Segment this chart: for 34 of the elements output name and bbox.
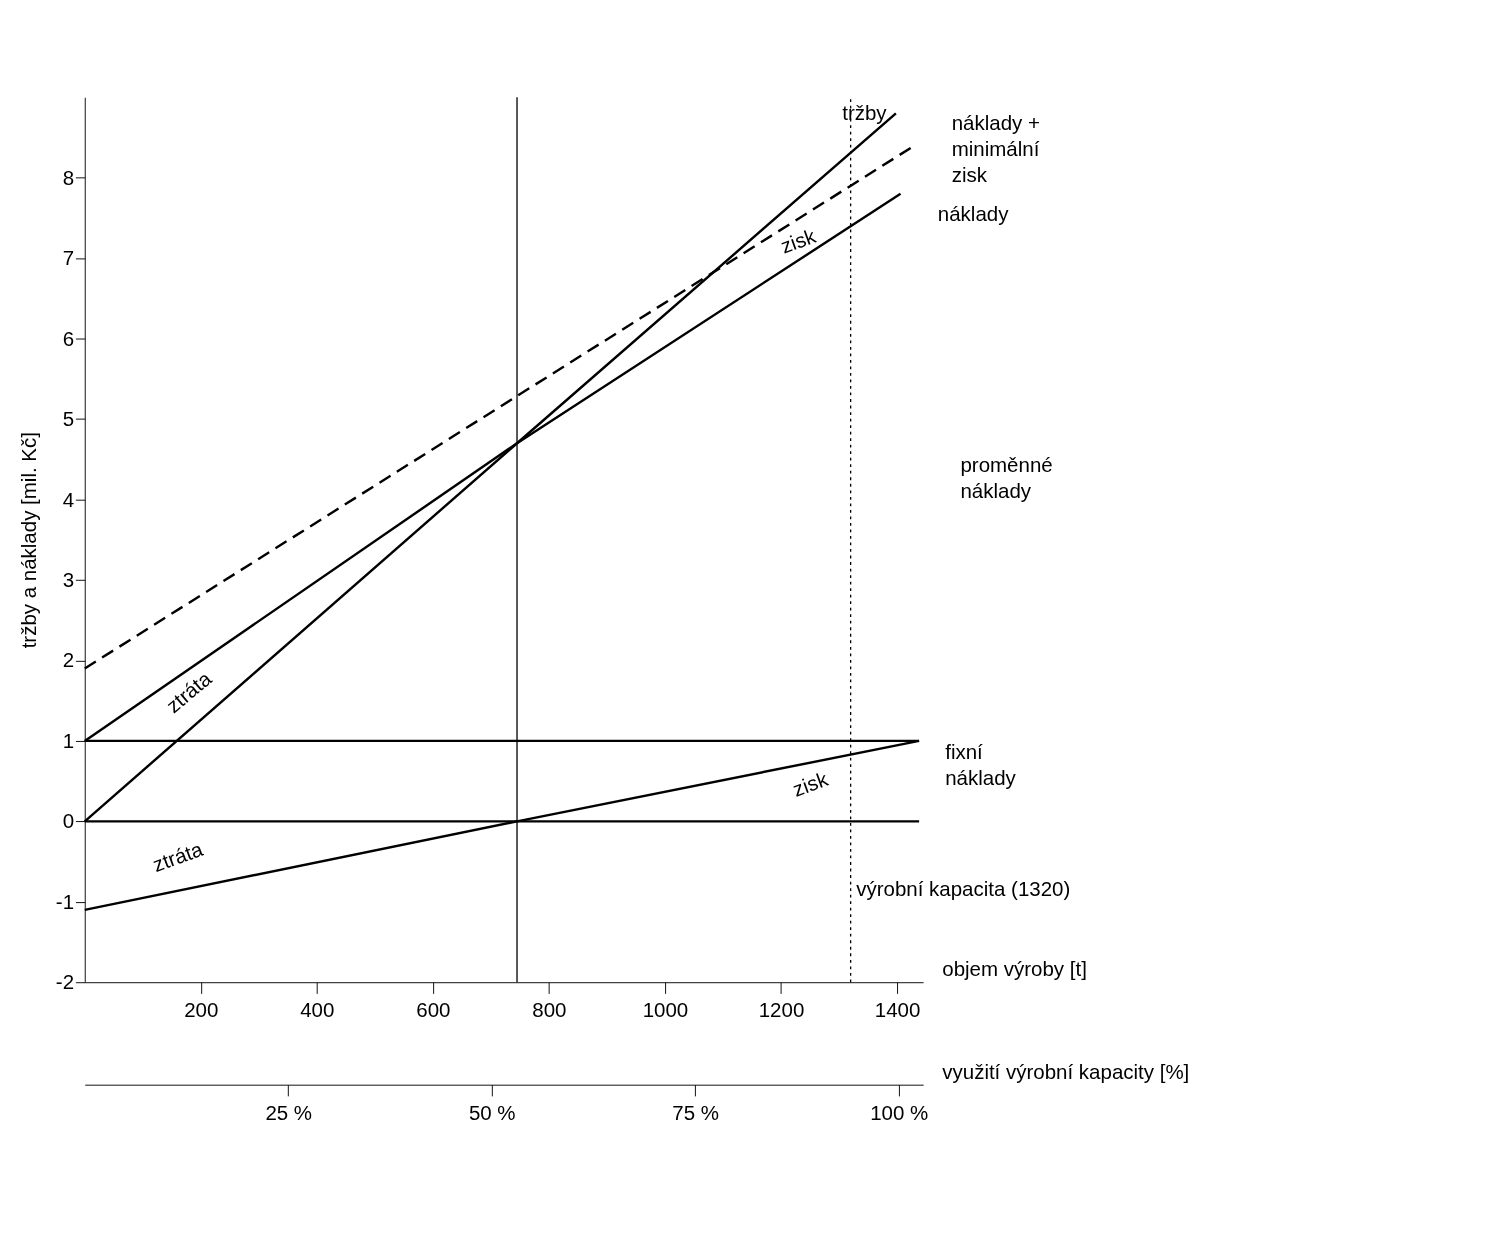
series-label: náklady xyxy=(937,201,1010,225)
annotation: zisk xyxy=(789,766,832,801)
y-tick-label: 3 xyxy=(62,567,75,591)
y-axis-title: tržby a náklady [mil. Kč] xyxy=(17,432,41,649)
y-tick-label: -1 xyxy=(55,889,75,913)
x-tick-label: 600 xyxy=(416,998,451,1022)
series-label: tržby xyxy=(842,100,888,124)
x2-tick-label: 100 % xyxy=(870,1100,929,1124)
y-tick-label: 6 xyxy=(62,326,75,350)
annotation: zisk xyxy=(777,223,820,258)
series-label: náklady + minimální zisk xyxy=(951,110,1040,186)
x2-tick-label: 50 % xyxy=(468,1100,516,1124)
x-axis-title: objem výroby [t] xyxy=(942,957,1087,981)
y-tick-label: 4 xyxy=(62,487,75,511)
x-tick-label: 1200 xyxy=(758,998,805,1022)
y-tick-label: 0 xyxy=(62,809,75,833)
x-tick-label: 800 xyxy=(532,998,567,1022)
y-tick-label: 7 xyxy=(62,246,75,270)
y-tick-label: 5 xyxy=(62,407,75,431)
series-label: fixní náklady xyxy=(945,739,1017,789)
x2-tick-label: 75 % xyxy=(672,1100,720,1124)
y-tick-label: 2 xyxy=(62,648,75,672)
annotation: ztráta xyxy=(149,836,207,877)
x-tick-label: 1000 xyxy=(642,998,689,1022)
text: proměnné náklady xyxy=(960,452,1053,502)
x2-axis-title: využití výrobní kapacity [%] xyxy=(942,1059,1190,1083)
x-tick-label: 1400 xyxy=(874,998,921,1022)
y-tick-label: 1 xyxy=(62,728,75,752)
x-tick-label: 400 xyxy=(300,998,335,1022)
x2-tick-label: 25 % xyxy=(265,1100,313,1124)
y-tick-label: -2 xyxy=(55,970,75,994)
y-tick-label: 8 xyxy=(62,165,75,189)
x-tick-label: 200 xyxy=(184,998,219,1022)
ref-line-label: výrobní kapacita (1320) xyxy=(856,876,1071,900)
